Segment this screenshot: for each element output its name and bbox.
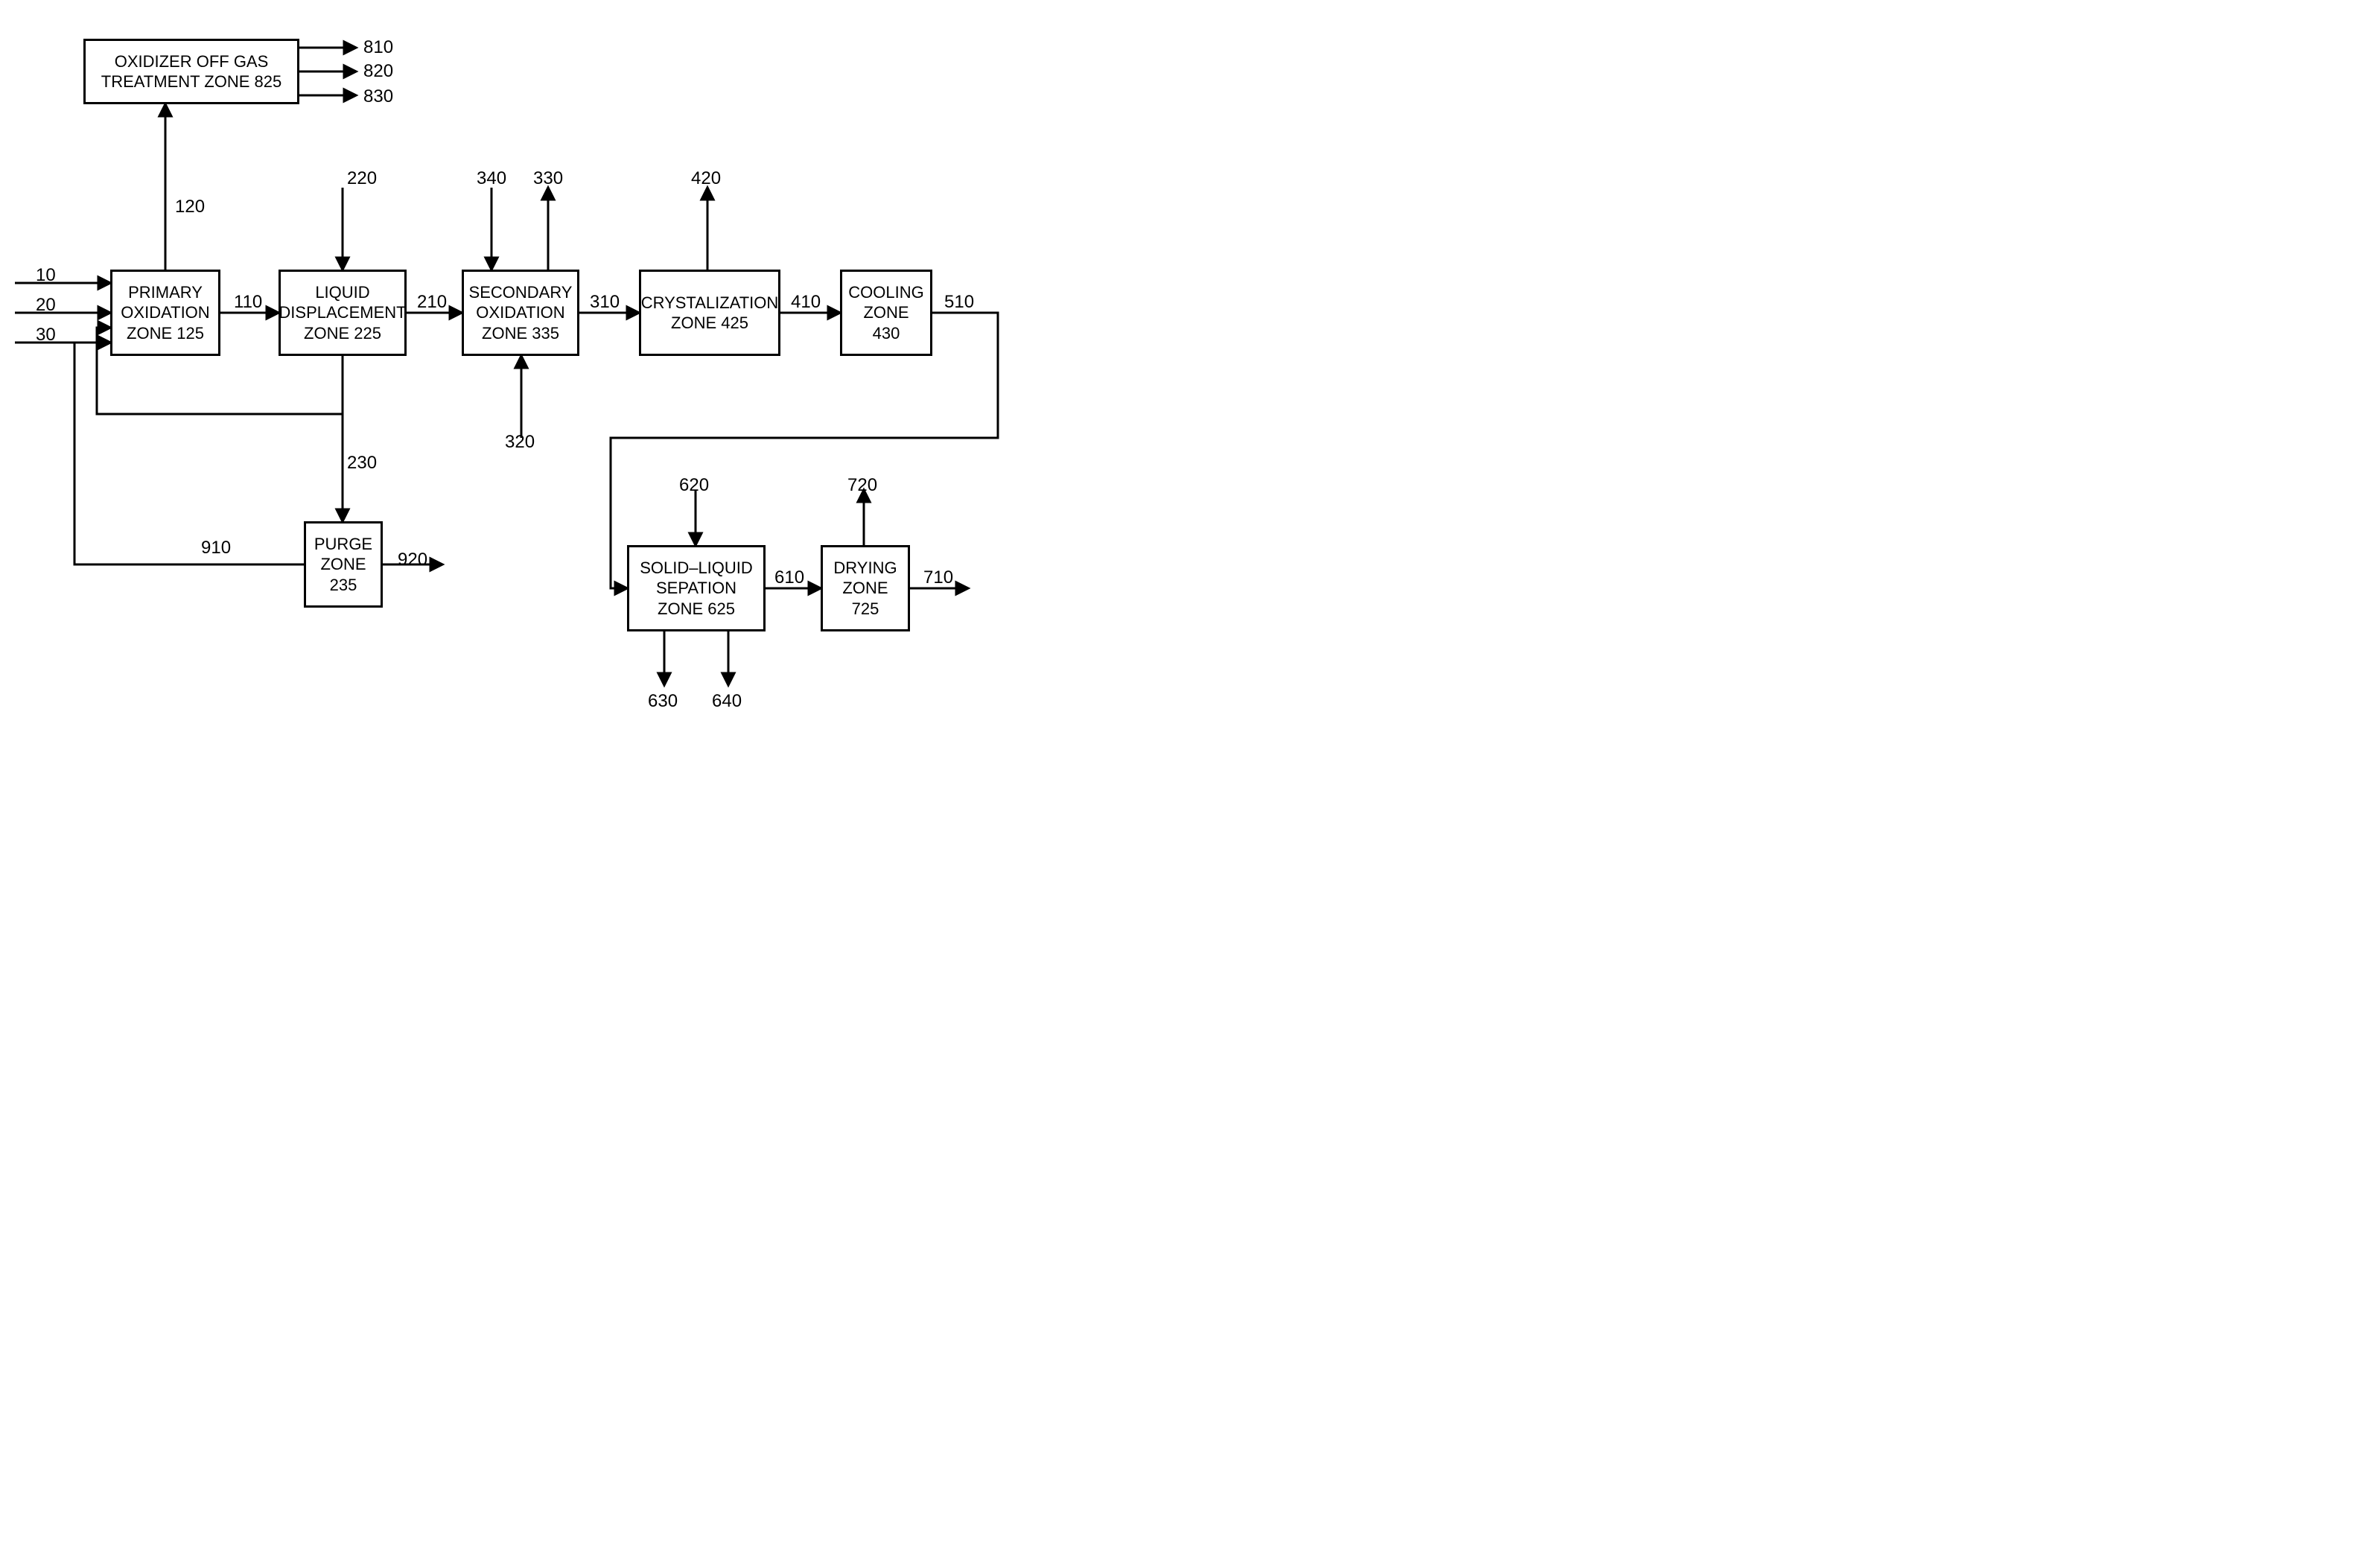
node-n625: SOLID–LIQUID SEPATION ZONE 625 (627, 545, 766, 631)
edge-label-10: 10 (36, 267, 56, 284)
edge-label-810: 810 (363, 39, 393, 57)
edge-label-420: 420 (691, 170, 721, 188)
node-n725: DRYING ZONE 725 (821, 545, 910, 631)
node-n825: OXIDIZER OFF GAS TREATMENT ZONE 825 (83, 39, 299, 104)
edge-910 (74, 343, 304, 564)
edge-label-120: 120 (175, 198, 205, 216)
node-n335: SECONDARY OXIDATION ZONE 335 (462, 270, 579, 356)
edge-label-320: 320 (505, 433, 535, 451)
edge-label-830: 830 (363, 88, 393, 106)
edge-label-610: 610 (774, 569, 804, 587)
edge-label-620: 620 (679, 477, 709, 494)
edge-label-820: 820 (363, 63, 393, 80)
node-n235: PURGE ZONE 235 (304, 521, 383, 608)
edge-label-630: 630 (648, 693, 678, 710)
node-n425: CRYSTALIZATION ZONE 425 (639, 270, 780, 356)
edge-label-340: 340 (477, 170, 506, 188)
edge-label-230: 230 (347, 454, 377, 472)
edge-label-210: 210 (417, 293, 447, 311)
edge-label-20: 20 (36, 296, 56, 314)
edge-label-330: 330 (533, 170, 563, 188)
edge-label-720: 720 (847, 477, 877, 494)
edge-label-910: 910 (201, 539, 231, 557)
edge-label-640: 640 (712, 693, 742, 710)
edge-label-410: 410 (791, 293, 821, 311)
edge-label-920: 920 (398, 551, 427, 569)
edge-label-310: 310 (590, 293, 620, 311)
edge-label-110: 110 (234, 293, 262, 311)
edge-label-220: 220 (347, 170, 377, 188)
edge-label-30: 30 (36, 326, 56, 344)
node-n225: LIQUID DISPLACEMENT ZONE 225 (279, 270, 407, 356)
edge-label-510: 510 (944, 293, 974, 311)
edge-label-710: 710 (923, 569, 953, 587)
node-n125: PRIMARY OXIDATION ZONE 125 (110, 270, 220, 356)
node-n430: COOLING ZONE 430 (840, 270, 932, 356)
